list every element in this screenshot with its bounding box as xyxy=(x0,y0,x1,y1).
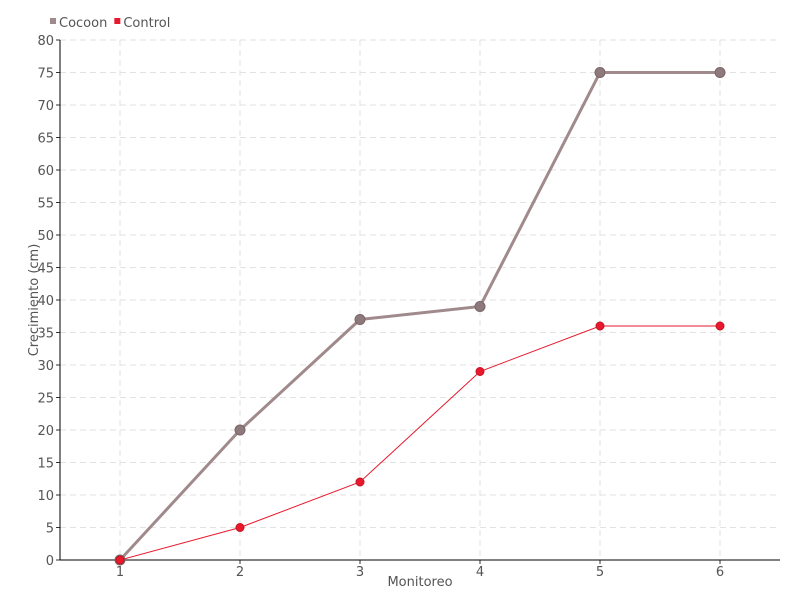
x-axis-label: Monitoreo xyxy=(387,575,452,590)
y-tick-label: 60 xyxy=(37,164,54,179)
legend-label-cocoon: Cocoon xyxy=(59,16,107,31)
y-tick-label: 55 xyxy=(37,197,54,212)
data-point-control xyxy=(595,321,605,331)
data-point-cocoon xyxy=(714,67,726,78)
y-tick-label: 30 xyxy=(37,359,54,374)
data-point-control xyxy=(475,367,485,376)
y-tick-label: 5 xyxy=(46,522,54,537)
y-tick-label: 75 xyxy=(37,67,54,82)
y-tick-label: 65 xyxy=(37,132,54,147)
series-layer xyxy=(114,67,726,566)
legend-label-control: Control xyxy=(123,16,170,31)
data-point-cocoon xyxy=(354,314,366,325)
y-tick-label: 20 xyxy=(37,424,54,439)
y-tick-label: 25 xyxy=(37,392,54,407)
x-tick-label: 4 xyxy=(476,565,484,580)
grid xyxy=(60,39,780,560)
legend: Cocoon Control xyxy=(50,16,170,31)
x-tick-label: 1 xyxy=(116,565,124,580)
y-tick-label: 45 xyxy=(37,262,54,277)
series-line-control xyxy=(119,325,720,561)
y-tick-label: 70 xyxy=(37,99,54,114)
data-point-control xyxy=(115,555,125,565)
y-tick-label: 80 xyxy=(37,34,54,49)
legend-swatch-cocoon xyxy=(50,18,56,24)
data-point-cocoon xyxy=(234,424,246,436)
data-point-control xyxy=(355,477,365,487)
y-axis-label: Crecimiento (cm) xyxy=(27,244,42,357)
x-tick-label: 3 xyxy=(356,565,364,580)
y-tick-label: 40 xyxy=(37,294,54,309)
data-point-control xyxy=(235,523,245,532)
y-tick-label: 15 xyxy=(37,457,54,472)
legend-swatch-control xyxy=(114,18,121,24)
y-tick-label: 0 xyxy=(46,554,54,569)
data-point-cocoon xyxy=(474,301,486,312)
y-tick-label: 35 xyxy=(37,327,54,342)
x-tick-label: 6 xyxy=(716,565,724,580)
x-tick-label: 2 xyxy=(236,565,244,580)
y-tick-label: 10 xyxy=(37,489,54,504)
y-tick-label: 50 xyxy=(37,229,54,244)
data-point-cocoon xyxy=(594,67,606,78)
x-tick-label: 5 xyxy=(596,565,604,580)
data-point-control xyxy=(715,321,725,331)
series-line-cocoon xyxy=(118,71,720,562)
